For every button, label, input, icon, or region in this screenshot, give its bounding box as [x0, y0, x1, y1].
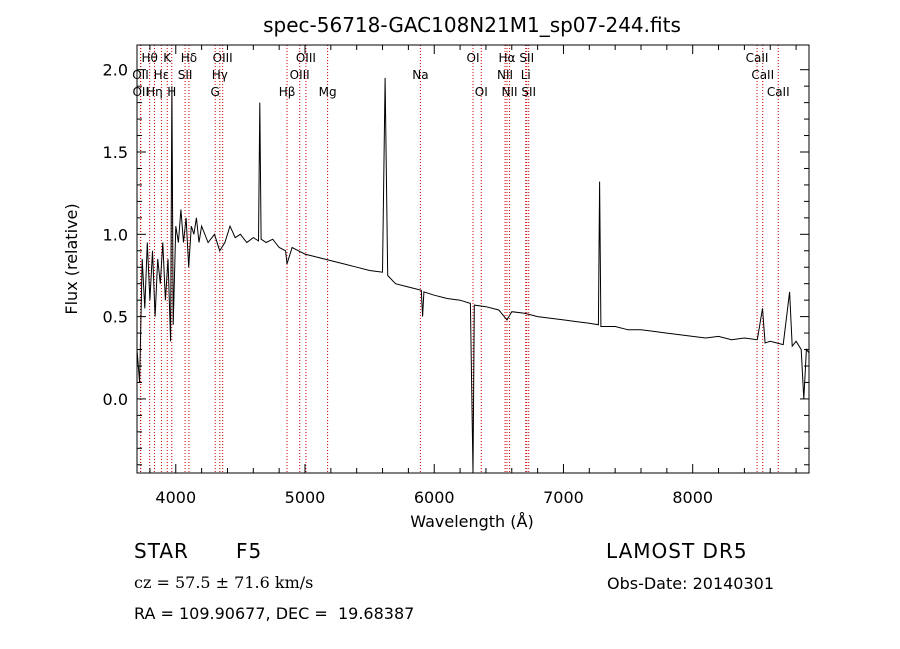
marker-label: OII: [132, 68, 149, 82]
x-tick-label: 8000: [672, 488, 713, 507]
marker-label: Hβ: [279, 85, 296, 99]
marker-label: G: [211, 85, 220, 99]
x-tick-label: 5000: [285, 488, 326, 507]
marker-label: OI: [467, 51, 480, 65]
marker-label: CaII: [767, 85, 790, 99]
marker-label: SII: [519, 51, 534, 65]
x-axis-label: Wavelength (Å): [410, 512, 533, 531]
y-tick-label: 2.0: [103, 61, 128, 80]
marker-label: Hδ: [181, 51, 197, 65]
x-tick-label: 7000: [543, 488, 584, 507]
survey-label: LAMOST DR5: [606, 539, 748, 563]
y-axis-label: Flux (relative): [62, 203, 81, 314]
x-tick-label: 6000: [414, 488, 455, 507]
y-tick-label: 0.5: [103, 308, 128, 327]
marker-label: Na: [412, 68, 428, 82]
y-tick-label: 1.0: [103, 225, 128, 244]
redshift-velocity: cz = 57.5 ± 71.6 km/s: [134, 573, 314, 592]
coordinates: RA = 109.90677, DEC = 19.68387: [134, 604, 415, 623]
y-tick-label: 1.5: [103, 143, 128, 162]
marker-label: CaII: [746, 51, 769, 65]
object-class: STAR: [134, 539, 189, 563]
observation-date: Obs-Date: 20140301: [607, 574, 775, 593]
marker-label: CaII: [751, 68, 774, 82]
emission-line-markers: [139, 45, 779, 473]
marker-label: OIII: [296, 51, 316, 65]
marker-label: NII: [502, 85, 518, 99]
marker-label: Hγ: [212, 68, 228, 82]
marker-label: Hα: [499, 51, 516, 65]
marker-label: Mg: [319, 85, 337, 99]
marker-label: Hε: [154, 68, 170, 82]
y-tick-label: 0.0: [103, 390, 128, 409]
marker-label: SII: [521, 85, 536, 99]
marker-label: OI: [475, 85, 488, 99]
marker-label: K: [163, 51, 172, 65]
marker-label: SII: [178, 68, 193, 82]
marker-label: OIII: [290, 68, 310, 82]
marker-label: Hη: [146, 85, 163, 99]
y-axis-ticks: 0.0 0.5 1.0 1.5 2.0: [103, 61, 809, 466]
marker-label: OIII: [213, 51, 233, 65]
marker-label: Hθ: [141, 51, 157, 65]
x-tick-label: 4000: [155, 488, 196, 507]
marker-label: NII: [497, 68, 513, 82]
spectrum-line: [136, 77, 810, 474]
marker-label: Li: [521, 68, 531, 82]
object-subclass: F5: [236, 539, 263, 563]
plot-frame: [136, 44, 810, 474]
x-axis-ticks: 4000 5000 6000 7000 8000: [149, 45, 797, 507]
chart-title: spec-56718-GAC108N21M1_sp07-244.fits: [263, 13, 681, 37]
